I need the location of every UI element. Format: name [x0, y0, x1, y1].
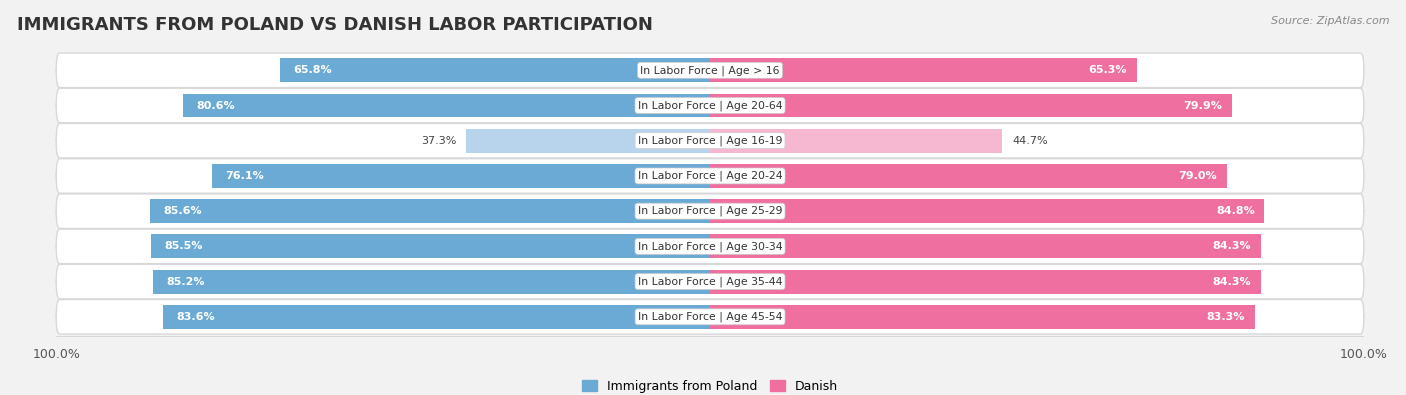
Text: 80.6%: 80.6% [197, 100, 235, 111]
Bar [150, 199, 710, 223]
Text: 37.3%: 37.3% [420, 136, 457, 146]
Text: 44.7%: 44.7% [1012, 136, 1047, 146]
Legend: Immigrants from Poland, Danish: Immigrants from Poland, Danish [576, 375, 844, 395]
Bar [710, 270, 1261, 293]
Text: In Labor Force | Age > 16: In Labor Force | Age > 16 [640, 65, 780, 75]
Bar [710, 129, 1002, 153]
Bar [183, 94, 710, 117]
Bar [467, 129, 710, 153]
Text: 65.8%: 65.8% [292, 65, 332, 75]
Bar [153, 270, 710, 293]
Text: 85.2%: 85.2% [166, 276, 205, 287]
Text: 83.3%: 83.3% [1206, 312, 1244, 322]
Text: Source: ZipAtlas.com: Source: ZipAtlas.com [1271, 16, 1389, 26]
Bar [163, 305, 710, 329]
FancyBboxPatch shape [56, 229, 1364, 263]
FancyBboxPatch shape [56, 299, 1364, 334]
FancyBboxPatch shape [56, 194, 1364, 228]
Bar [710, 94, 1233, 117]
FancyBboxPatch shape [56, 264, 1364, 299]
Bar [280, 58, 710, 82]
Text: IMMIGRANTS FROM POLAND VS DANISH LABOR PARTICIPATION: IMMIGRANTS FROM POLAND VS DANISH LABOR P… [17, 16, 652, 34]
Text: 76.1%: 76.1% [225, 171, 264, 181]
Bar [710, 164, 1226, 188]
Text: 65.3%: 65.3% [1088, 65, 1128, 75]
FancyBboxPatch shape [56, 88, 1364, 123]
Bar [710, 234, 1261, 258]
Text: In Labor Force | Age 25-29: In Labor Force | Age 25-29 [638, 206, 782, 216]
Text: 84.8%: 84.8% [1216, 206, 1254, 216]
Bar [710, 199, 1264, 223]
Text: In Labor Force | Age 16-19: In Labor Force | Age 16-19 [638, 135, 782, 146]
FancyBboxPatch shape [56, 53, 1364, 88]
Bar [212, 164, 710, 188]
Text: 85.5%: 85.5% [165, 241, 202, 251]
Text: In Labor Force | Age 35-44: In Labor Force | Age 35-44 [638, 276, 782, 287]
FancyBboxPatch shape [56, 159, 1364, 193]
FancyBboxPatch shape [56, 124, 1364, 158]
Text: 79.0%: 79.0% [1178, 171, 1216, 181]
Text: In Labor Force | Age 20-24: In Labor Force | Age 20-24 [638, 171, 782, 181]
Text: 85.6%: 85.6% [163, 206, 202, 216]
Text: 83.6%: 83.6% [177, 312, 215, 322]
Bar [710, 58, 1137, 82]
Text: In Labor Force | Age 30-34: In Labor Force | Age 30-34 [638, 241, 782, 252]
Text: 84.3%: 84.3% [1213, 241, 1251, 251]
Text: In Labor Force | Age 20-64: In Labor Force | Age 20-64 [638, 100, 782, 111]
Bar [710, 305, 1254, 329]
Text: 79.9%: 79.9% [1184, 100, 1223, 111]
Text: 84.3%: 84.3% [1213, 276, 1251, 287]
Text: In Labor Force | Age 45-54: In Labor Force | Age 45-54 [638, 312, 782, 322]
Bar [150, 234, 710, 258]
